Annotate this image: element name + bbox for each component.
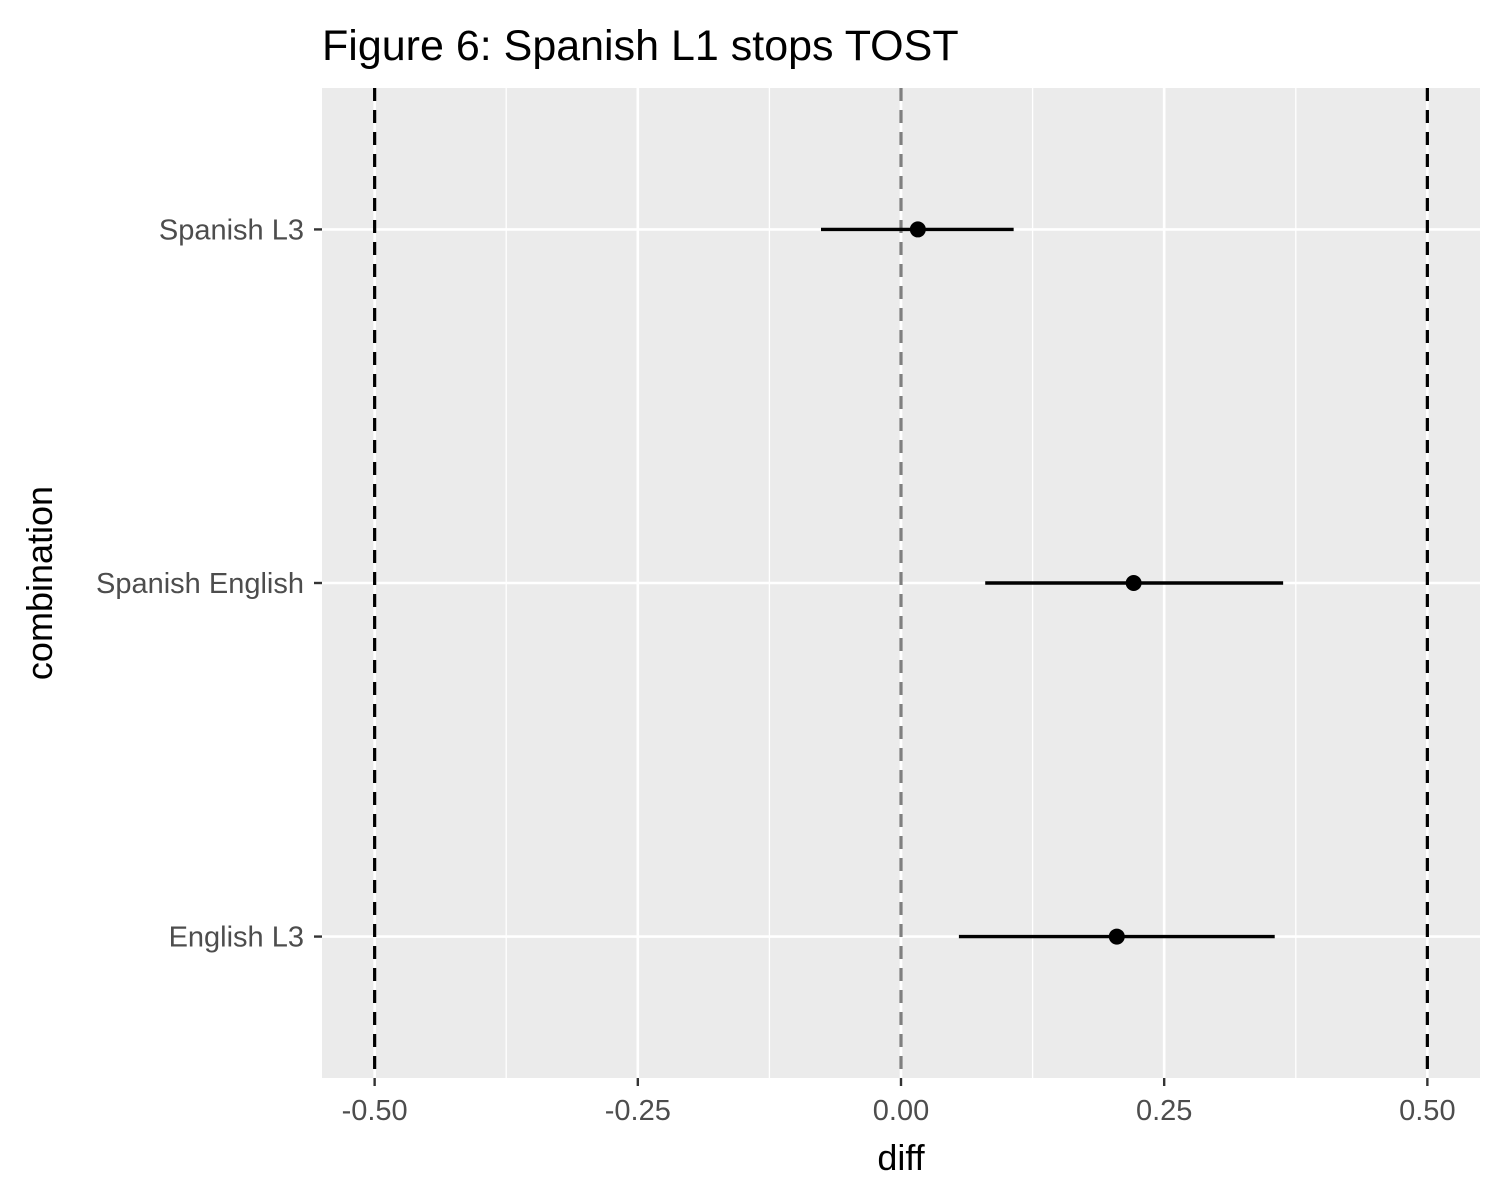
x-tick-label: 0.25: [1136, 1095, 1192, 1127]
x-tick-label: -0.50: [342, 1095, 408, 1127]
y-tick-label: Spanish L3: [159, 214, 304, 246]
y-tick-label: Spanish English: [96, 568, 304, 600]
estimate-point: [1125, 575, 1142, 591]
x-axis-title: diff: [877, 1137, 925, 1178]
y-axis: English L3 Spanish English Spanish L3: [96, 214, 322, 954]
y-tick-label: English L3: [169, 922, 304, 954]
chart-title: Figure 6: Spanish L1 stops TOST: [322, 22, 959, 70]
data-marks: [820, 221, 1284, 945]
y-axis-title: combination: [19, 486, 60, 680]
x-tick-label: 0.00: [873, 1095, 929, 1127]
estimate-point: [909, 221, 926, 238]
estimate-point: [1108, 928, 1125, 945]
reference-lines: [373, 88, 1429, 1078]
x-tick-label: 0.50: [1399, 1095, 1455, 1127]
x-axis: -0.50 -0.25 0.00 0.25 0.50: [342, 1078, 1456, 1127]
x-tick-label: -0.25: [605, 1095, 671, 1127]
